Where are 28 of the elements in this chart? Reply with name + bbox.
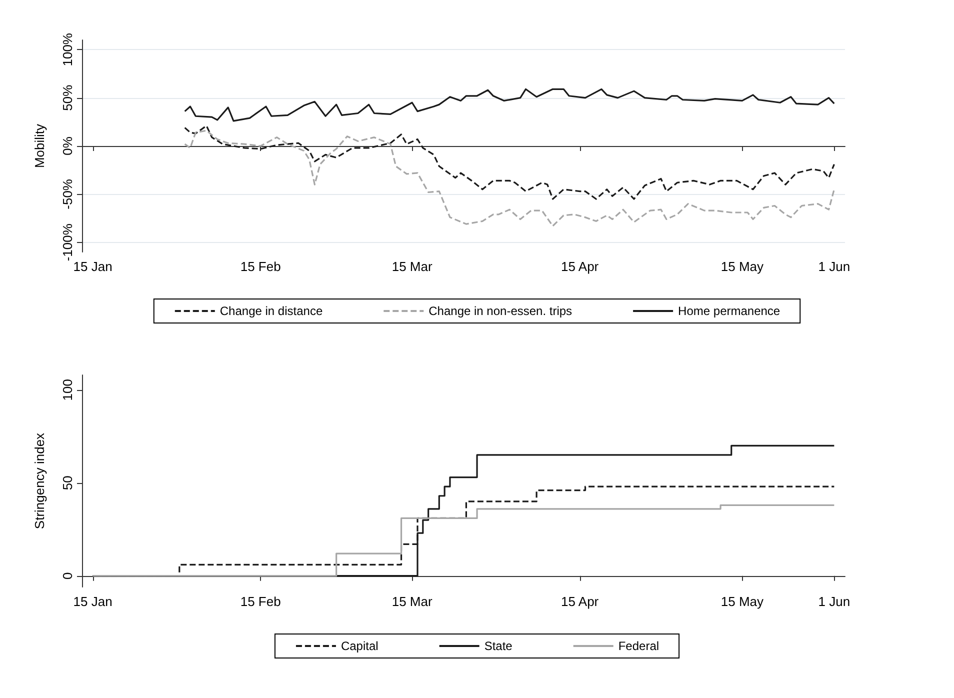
y-tick-label: 50 <box>60 476 75 490</box>
x-tick-label: 15 Feb <box>240 594 281 609</box>
y-tick-label: 50% <box>60 84 75 111</box>
legend-label: Change in distance <box>220 304 323 318</box>
x-tick-label: 15 Mar <box>392 259 433 274</box>
y-axis-title: Stringency index <box>32 432 47 530</box>
x-tick-label: 15 May <box>720 594 764 609</box>
legend-label: Change in non-essen. trips <box>428 304 572 318</box>
x-tick-label: 15 May <box>720 259 764 274</box>
x-tick-label: 15 Feb <box>240 259 281 274</box>
y-tick-label: 0 <box>60 572 75 580</box>
x-tick-label: 1 Jun <box>818 259 850 274</box>
legend-label: Federal <box>618 639 660 653</box>
x-tick-label: 15 Mar <box>392 594 433 609</box>
x-tick-label: 15 Apr <box>561 594 600 609</box>
y-tick-label: -50% <box>60 178 75 210</box>
y-tick-label: 100 <box>60 379 75 401</box>
legend-label: Capital <box>340 639 378 653</box>
y-axis-title: Mobility <box>32 123 47 168</box>
y-tick-label: 0% <box>60 136 75 156</box>
x-tick-label: 15 Jan <box>73 594 112 609</box>
x-tick-label: 15 Jan <box>73 259 112 274</box>
y-tick-label: 100% <box>60 32 75 66</box>
y-tick-label: -100% <box>60 223 75 262</box>
legend-label: Home permanence <box>678 304 780 318</box>
x-tick-label: 15 Apr <box>561 259 600 274</box>
legend-label: State <box>484 639 513 653</box>
x-tick-label: 1 Jun <box>818 594 850 609</box>
